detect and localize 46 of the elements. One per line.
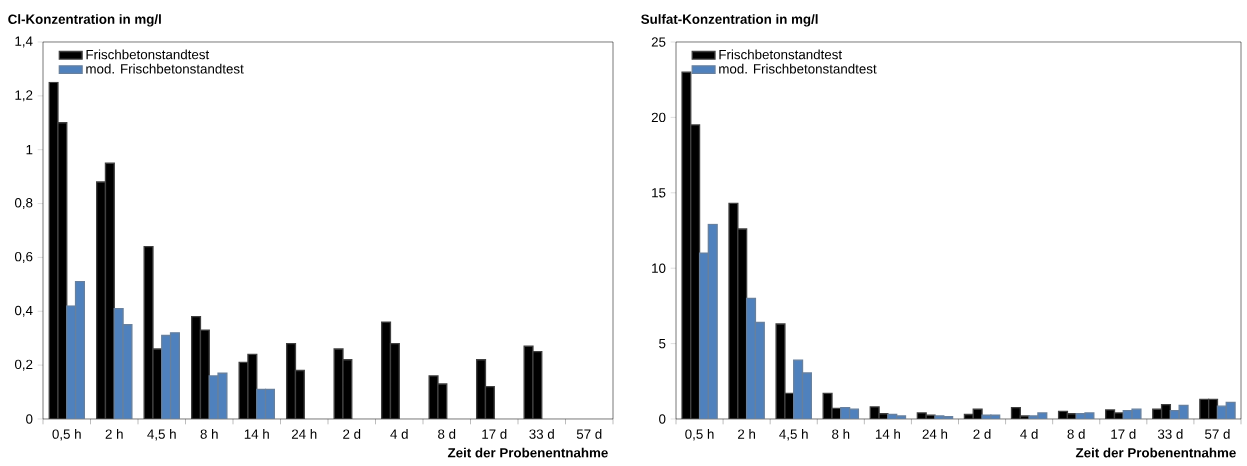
x-tick-label: 57 d: [1205, 429, 1230, 439]
x-tick-label: 24 h: [922, 429, 948, 439]
x-tick-label: 4 d: [390, 429, 408, 439]
x-axis-title: Zeit der Probenentnahme: [447, 447, 608, 458]
y-tick-label: 5: [659, 338, 666, 349]
x-tick-label: 4 d: [1020, 429, 1038, 439]
legend-label: Frischbetonstandtest: [719, 49, 842, 60]
legend-label: Frischbetonstandtest: [86, 49, 210, 60]
x-tick-label: 24 h: [291, 429, 317, 439]
y-tick-label: 0,8: [14, 198, 33, 210]
x-axis-title: Zeit der Probenentnahme: [1075, 447, 1236, 458]
x-tick-label: 0,5 h: [52, 429, 81, 441]
y-tick-label: 0: [26, 414, 33, 424]
x-tick-label: 2 d: [973, 429, 991, 439]
x-tick-label: 8 d: [438, 429, 456, 439]
y-tick-label: 0,4: [14, 305, 33, 317]
x-tick-label: 33 d: [1157, 429, 1183, 439]
y-tick-label: 0,6: [14, 251, 33, 263]
y-tick-label: 10: [652, 263, 666, 273]
x-tick-label: 8 d: [1067, 429, 1085, 439]
y-tick-label: 25: [651, 37, 666, 47]
x-tick-label: 17 d: [482, 429, 507, 439]
y-tick-label: 15: [652, 188, 666, 198]
chart-title: Sulfat-Konzentration in mg/l: [641, 14, 818, 27]
x-tick-label: 14 h: [875, 429, 900, 439]
y-tick-label: 1: [26, 145, 33, 155]
y-tick-label: 0,2: [14, 359, 33, 371]
x-tick-label: 57 d: [576, 429, 602, 439]
y-tick-label: 1,4: [15, 36, 33, 48]
legend-label: mod. Frischbetonstandtest: [86, 63, 244, 74]
x-tick-label: 14 h: [244, 429, 269, 439]
x-tick-label: 0,5 h: [685, 429, 714, 441]
x-tick-label: 4,5 h: [779, 429, 808, 441]
x-tick-label: 8 h: [832, 429, 850, 439]
x-tick-label: 4,5 h: [147, 429, 176, 441]
chart-title: Cl-Konzentration in mg/l: [8, 14, 161, 27]
x-tick-label: 2 h: [738, 429, 756, 439]
x-tick-label: 2 h: [105, 429, 123, 439]
x-tick-label: 8 h: [200, 429, 218, 439]
legend-label: mod. Frischbetonstandtest: [719, 63, 877, 74]
y-tick-label: 1,2: [15, 90, 33, 102]
x-tick-label: 17 d: [1111, 429, 1136, 439]
x-tick-label: 2 d: [343, 429, 361, 439]
y-tick-label: 0: [659, 414, 666, 424]
y-tick-label: 20: [651, 112, 666, 123]
x-tick-label: 33 d: [529, 429, 554, 439]
